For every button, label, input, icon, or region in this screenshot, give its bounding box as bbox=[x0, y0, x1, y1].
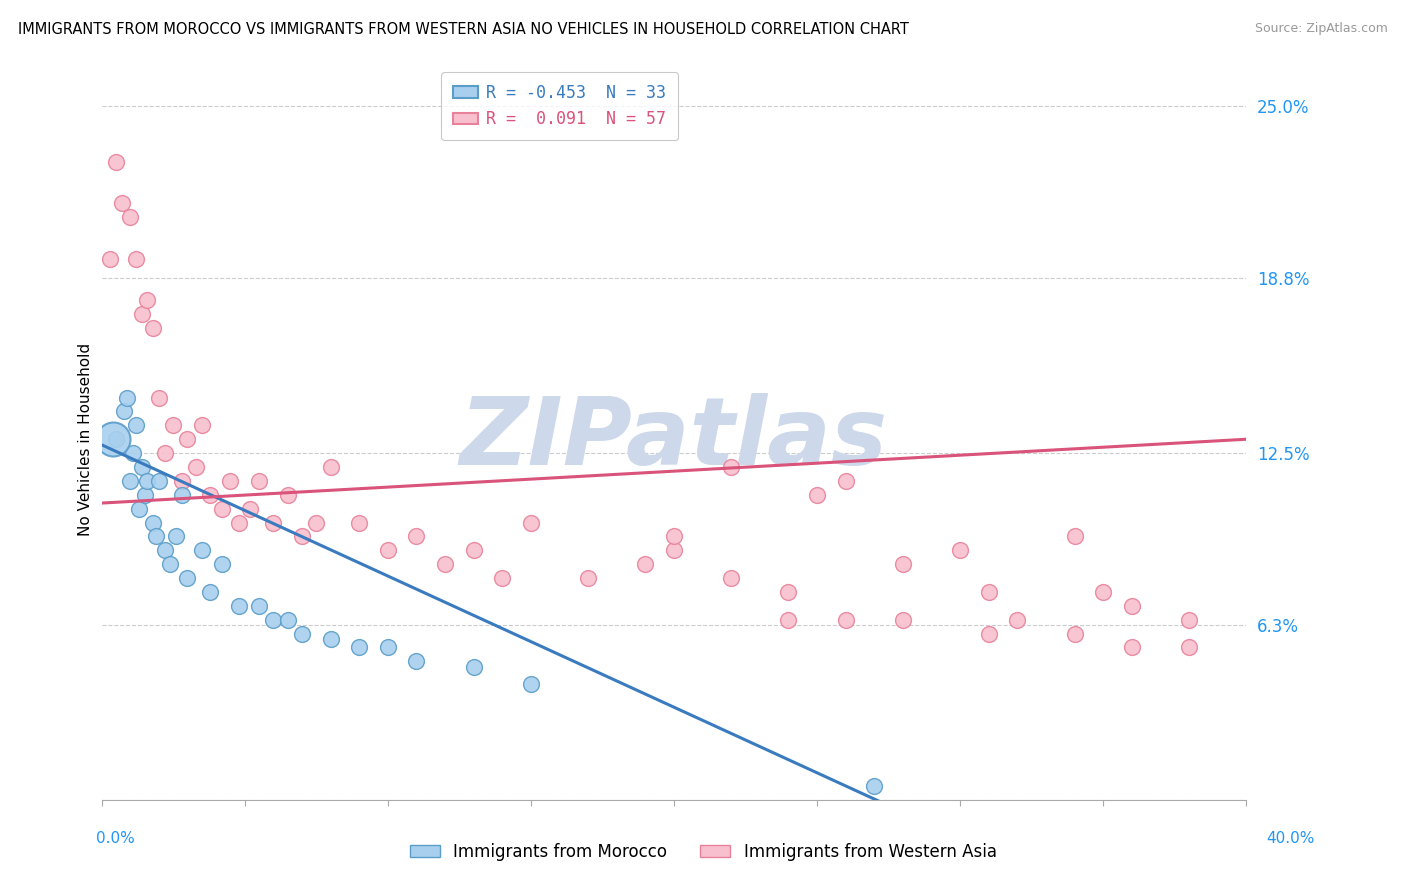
Point bbox=[520, 516, 543, 530]
Point bbox=[835, 613, 858, 627]
Point bbox=[200, 488, 222, 502]
Point bbox=[162, 418, 184, 433]
Point bbox=[134, 488, 156, 502]
Point bbox=[247, 474, 270, 488]
Point bbox=[863, 779, 886, 793]
Point bbox=[634, 557, 657, 571]
Point bbox=[305, 516, 328, 530]
Text: ZIPatlas: ZIPatlas bbox=[460, 393, 889, 485]
Point bbox=[128, 501, 150, 516]
Point bbox=[778, 613, 800, 627]
Point bbox=[211, 557, 233, 571]
Point bbox=[219, 474, 242, 488]
Legend: R = -0.453  N = 33, R =  0.091  N = 57: R = -0.453 N = 33, R = 0.091 N = 57 bbox=[441, 72, 678, 140]
Point bbox=[291, 626, 314, 640]
Point bbox=[153, 446, 176, 460]
Point bbox=[148, 391, 170, 405]
Point bbox=[117, 391, 139, 405]
Point bbox=[434, 557, 457, 571]
Point bbox=[662, 543, 685, 558]
Point bbox=[319, 460, 342, 475]
Point bbox=[1178, 613, 1201, 627]
Point bbox=[720, 571, 742, 585]
Point bbox=[122, 446, 145, 460]
Legend: Immigrants from Morocco, Immigrants from Western Asia: Immigrants from Morocco, Immigrants from… bbox=[404, 837, 1002, 868]
Point bbox=[1092, 585, 1115, 599]
Point bbox=[377, 640, 399, 655]
Point bbox=[239, 501, 262, 516]
Point bbox=[977, 626, 1000, 640]
Point bbox=[262, 613, 284, 627]
Point bbox=[170, 488, 193, 502]
Point bbox=[277, 488, 299, 502]
Point bbox=[405, 529, 427, 543]
Point bbox=[131, 307, 153, 321]
Point bbox=[165, 529, 187, 543]
Point bbox=[111, 196, 134, 211]
Point bbox=[977, 585, 1000, 599]
Point bbox=[114, 404, 136, 418]
Point bbox=[720, 460, 742, 475]
Point bbox=[291, 529, 314, 543]
Point bbox=[1121, 599, 1143, 613]
Point bbox=[125, 418, 148, 433]
Text: Source: ZipAtlas.com: Source: ZipAtlas.com bbox=[1254, 22, 1388, 36]
Y-axis label: No Vehicles in Household: No Vehicles in Household bbox=[79, 343, 93, 536]
Point bbox=[778, 585, 800, 599]
Point bbox=[1178, 640, 1201, 655]
Point bbox=[98, 252, 121, 266]
Point bbox=[170, 474, 193, 488]
Point bbox=[131, 460, 153, 475]
Point bbox=[520, 676, 543, 690]
Point bbox=[184, 460, 207, 475]
Point bbox=[576, 571, 599, 585]
Point bbox=[662, 529, 685, 543]
Point bbox=[120, 474, 142, 488]
Point bbox=[377, 543, 399, 558]
Point bbox=[347, 516, 370, 530]
Point bbox=[463, 660, 485, 674]
Point bbox=[148, 474, 170, 488]
Point bbox=[891, 557, 914, 571]
Text: 0.0%: 0.0% bbox=[96, 831, 135, 847]
Point bbox=[104, 432, 127, 446]
Point bbox=[1121, 640, 1143, 655]
Point bbox=[1063, 626, 1085, 640]
Point bbox=[101, 432, 124, 446]
Point bbox=[405, 654, 427, 668]
Point bbox=[835, 474, 858, 488]
Point bbox=[142, 321, 165, 335]
Point bbox=[262, 516, 284, 530]
Point bbox=[191, 418, 214, 433]
Point bbox=[136, 293, 159, 308]
Point bbox=[277, 613, 299, 627]
Point bbox=[247, 599, 270, 613]
Point bbox=[176, 571, 198, 585]
Point bbox=[949, 543, 972, 558]
Point bbox=[120, 210, 142, 224]
Point bbox=[891, 613, 914, 627]
Point bbox=[1007, 613, 1029, 627]
Point bbox=[228, 599, 250, 613]
Point bbox=[1063, 529, 1085, 543]
Point bbox=[125, 252, 148, 266]
Point bbox=[806, 488, 828, 502]
Point bbox=[319, 632, 342, 646]
Point bbox=[159, 557, 181, 571]
Text: 40.0%: 40.0% bbox=[1267, 831, 1315, 847]
Text: IMMIGRANTS FROM MOROCCO VS IMMIGRANTS FROM WESTERN ASIA NO VEHICLES IN HOUSEHOLD: IMMIGRANTS FROM MOROCCO VS IMMIGRANTS FR… bbox=[18, 22, 910, 37]
Point bbox=[153, 543, 176, 558]
Point bbox=[176, 432, 198, 446]
Point bbox=[211, 501, 233, 516]
Point bbox=[228, 516, 250, 530]
Point bbox=[191, 543, 214, 558]
Point bbox=[104, 154, 127, 169]
Point bbox=[463, 543, 485, 558]
Point bbox=[145, 529, 167, 543]
Point bbox=[347, 640, 370, 655]
Point bbox=[200, 585, 222, 599]
Point bbox=[136, 474, 159, 488]
Point bbox=[491, 571, 513, 585]
Point bbox=[142, 516, 165, 530]
